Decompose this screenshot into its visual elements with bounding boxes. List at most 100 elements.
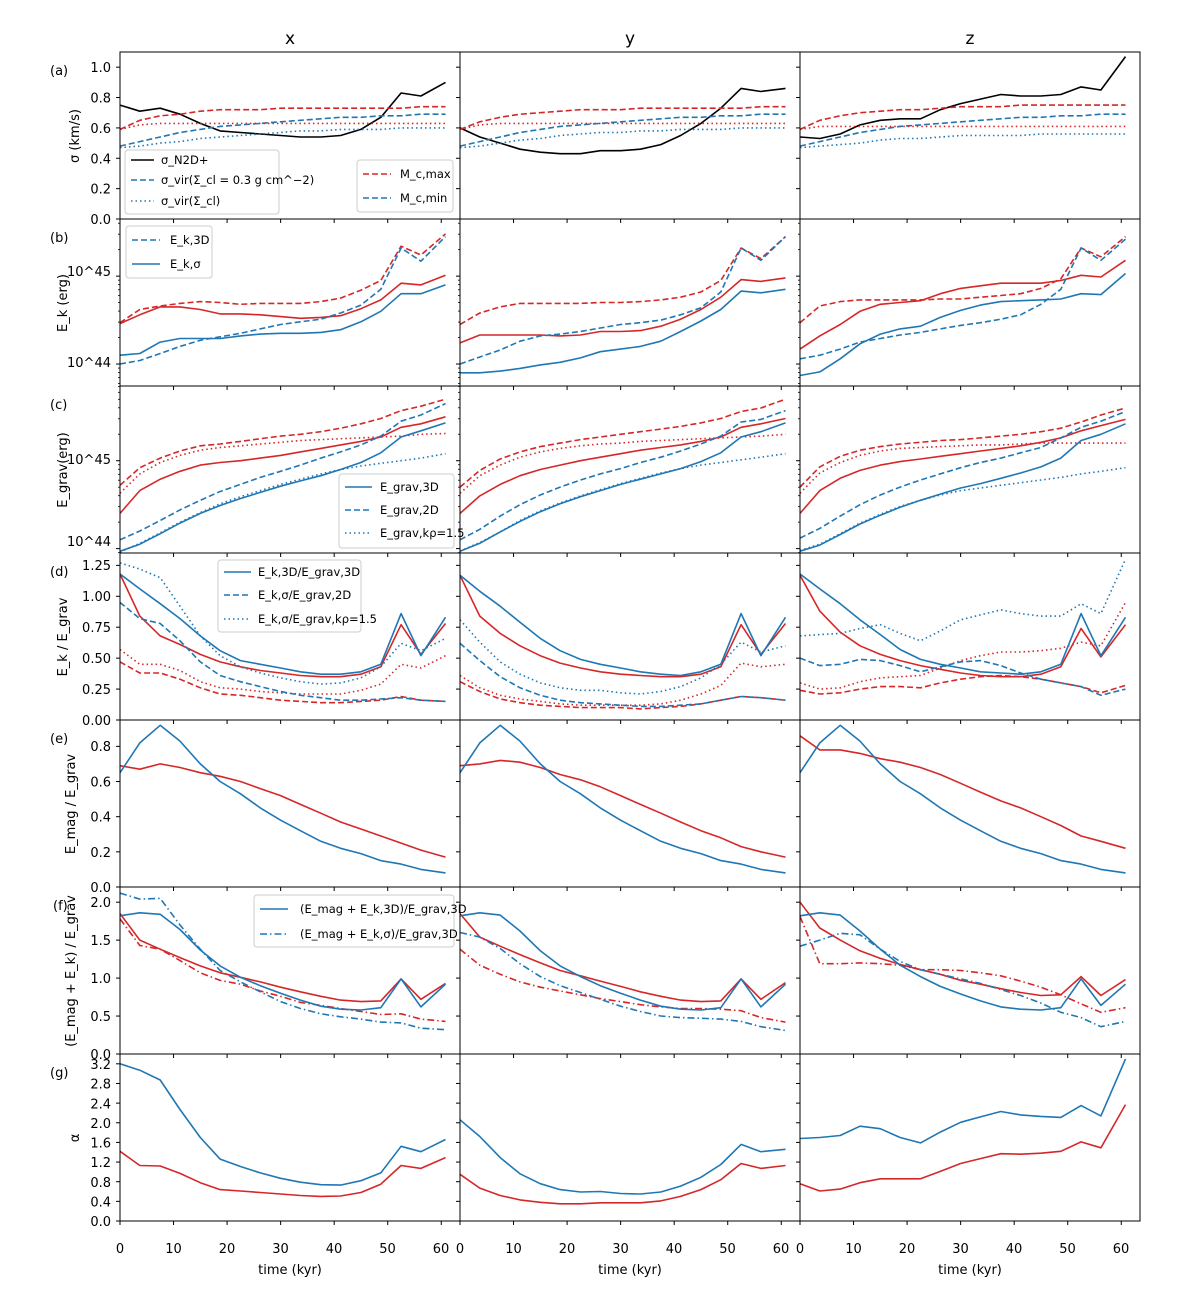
series-f-z-0 bbox=[799, 901, 1126, 997]
series-g-y-1 bbox=[459, 1119, 786, 1195]
panel-label-e: (e) bbox=[50, 732, 68, 747]
panel-d-z-bg bbox=[800, 553, 1140, 720]
xtick-x-4: 40 bbox=[326, 1242, 343, 1257]
series-e-y-0 bbox=[459, 759, 786, 858]
series-b-z-2 bbox=[799, 238, 1127, 360]
legend-a-mass: M_c,max M_c,min bbox=[356, 159, 454, 213]
series-d-y-4 bbox=[459, 642, 786, 708]
legend-a-sigma: σ_N2D+ σ_vir(Σ_cl = 0.3 g cm^−2) σ_vir(Σ… bbox=[124, 149, 314, 215]
xtick-z-5: 50 bbox=[1059, 1242, 1076, 1257]
legend-d-frame bbox=[217, 559, 362, 633]
panel-e-x-bg bbox=[120, 720, 460, 887]
xtick-x-1: 10 bbox=[165, 1242, 182, 1257]
series-b-z-1 bbox=[799, 259, 1126, 350]
series-f-x-2 bbox=[119, 911, 447, 1011]
series-a-z-0 bbox=[799, 56, 1127, 140]
series-f-z-3 bbox=[799, 932, 1126, 1028]
legend-d-label-1: E_k,σ/E_grav,2D bbox=[258, 588, 351, 602]
legend-b-label-0: E_k,3D bbox=[170, 233, 210, 247]
legend-f-label-1: (E_mag + E_k,σ)/E_grav,3D bbox=[300, 927, 458, 941]
xtick-y-5: 50 bbox=[719, 1242, 736, 1257]
column-title-x: x bbox=[285, 29, 295, 49]
legend-b-label-1: E_k,σ bbox=[170, 257, 201, 271]
ytick-e-4: 0.8 bbox=[90, 740, 111, 755]
legend-a-mass-frame bbox=[356, 159, 454, 213]
ytick-e-0: 0.0 bbox=[90, 881, 111, 896]
series-f-x-3 bbox=[119, 892, 446, 1031]
series-c-x-1 bbox=[119, 398, 446, 486]
ytick-f-1: 0.5 bbox=[90, 1010, 111, 1025]
ytick-e-1: 0.2 bbox=[90, 846, 111, 861]
panel-f-z-bg bbox=[800, 887, 1140, 1054]
panel-e-y-bg bbox=[460, 720, 800, 887]
series-c-z-0 bbox=[799, 418, 1126, 514]
ytick-d-2: 0.50 bbox=[82, 652, 111, 667]
panel-g-y-bg bbox=[460, 1054, 800, 1221]
xtick-y-2: 20 bbox=[559, 1242, 576, 1257]
ytick-d-4: 1.00 bbox=[82, 590, 111, 605]
panel-label-a: (a) bbox=[50, 64, 68, 79]
series-b-x-2 bbox=[119, 236, 447, 365]
legend-d-label-0: E_k,3D/E_grav,3D bbox=[258, 565, 360, 579]
ytick-c-1: 10^45 bbox=[67, 453, 111, 468]
panel-label-b: (b) bbox=[50, 231, 68, 246]
y-axis-label-b: E_k (erg) bbox=[56, 274, 71, 332]
ytick-a-2: 0.4 bbox=[90, 152, 111, 167]
series-c-z-1 bbox=[799, 407, 1126, 488]
series-c-x-4 bbox=[119, 402, 446, 541]
series-f-z-2 bbox=[799, 911, 1127, 1011]
legend-b-frame bbox=[125, 225, 213, 279]
panel-a-z-bg bbox=[800, 52, 1140, 219]
series-c-x-0 bbox=[119, 416, 446, 514]
series-e-x-0 bbox=[119, 763, 446, 858]
series-g-z-0 bbox=[799, 1104, 1127, 1192]
legend-a-mass-label-1: M_c,min bbox=[400, 191, 447, 205]
ytick-g-2: 0.8 bbox=[90, 1176, 111, 1191]
ytick-f-4: 2.0 bbox=[90, 896, 111, 911]
xtick-y-0: 0 bbox=[456, 1242, 464, 1257]
ytick-g-4: 1.6 bbox=[90, 1137, 111, 1152]
xtick-z-0: 0 bbox=[796, 1242, 804, 1257]
y-axis-label-f: (E_mag + E_k) / E_grav bbox=[64, 895, 79, 1047]
ytick-g-5: 2.0 bbox=[90, 1117, 111, 1132]
series-g-x-0 bbox=[119, 1150, 446, 1198]
series-g-z-1 bbox=[799, 1058, 1127, 1144]
series-b-y-0 bbox=[459, 236, 787, 326]
series-f-x-1 bbox=[119, 918, 446, 1023]
legend-f: (E_mag + E_k,3D)/E_grav,3D (E_mag + E_k,… bbox=[253, 894, 467, 948]
panel-g-z-bg bbox=[800, 1054, 1140, 1221]
xtick-y-1: 10 bbox=[505, 1242, 522, 1257]
panel-c-y-bg bbox=[460, 386, 800, 553]
panel-f-y-bg bbox=[460, 887, 800, 1054]
ytick-b-1: 10^45 bbox=[67, 265, 111, 280]
series-c-y-1 bbox=[459, 398, 786, 488]
ytick-e-2: 0.4 bbox=[90, 811, 111, 826]
series-b-x-3 bbox=[119, 284, 446, 356]
y-axis-label-c: E_grav(erg) bbox=[56, 432, 71, 507]
xtick-z-3: 30 bbox=[952, 1242, 969, 1257]
legend-c-frame bbox=[338, 473, 455, 549]
xtick-y-3: 30 bbox=[612, 1242, 629, 1257]
panel-label-f: (f) bbox=[53, 899, 68, 914]
axes-layer bbox=[116, 51, 1141, 1225]
y-axis-label-a: σ (km/s) bbox=[68, 109, 83, 163]
series-c-z-3 bbox=[799, 423, 1126, 552]
ytick-f-3: 1.5 bbox=[90, 934, 111, 949]
series-e-z-1 bbox=[799, 724, 1126, 874]
legend-d-label-2: E_k,σ/E_grav,kρ=1.5 bbox=[258, 612, 377, 626]
ytick-a-4: 0.8 bbox=[90, 92, 111, 107]
series-e-y-1 bbox=[459, 724, 786, 874]
xtick-x-3: 30 bbox=[272, 1242, 289, 1257]
x-axis-label-z: time (kyr) bbox=[938, 1263, 1002, 1278]
series-a-x-1 bbox=[119, 105, 446, 131]
series-d-z-4 bbox=[799, 657, 1126, 697]
ytick-a-5: 1.0 bbox=[90, 61, 111, 76]
series-d-z-0 bbox=[799, 574, 1127, 678]
series-a-z-2 bbox=[799, 113, 1126, 147]
series-d-x-0 bbox=[119, 573, 447, 678]
series-d-z-5 bbox=[799, 558, 1127, 642]
series-g-y-0 bbox=[459, 1162, 786, 1205]
series-c-y-2 bbox=[459, 433, 786, 494]
panel-grid bbox=[120, 52, 1140, 1221]
